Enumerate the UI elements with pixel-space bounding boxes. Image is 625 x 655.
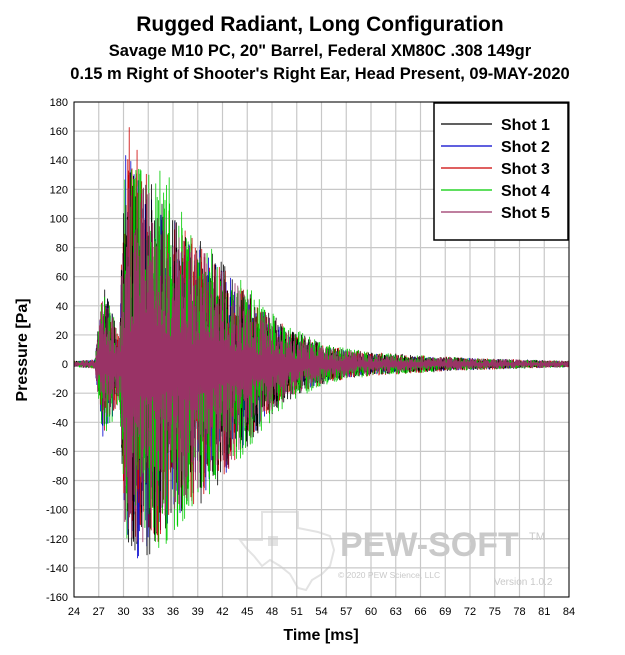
- x-axis-label: Time [ms]: [283, 627, 358, 644]
- x-tick-labels: 24 27 30 33 36 39 42 45 48 51 54 57 60 63 66 69 72 75 78 81…: [68, 606, 575, 618]
- x-tick-label: 36: [167, 606, 179, 618]
- legend-label: Shot 5: [501, 205, 550, 222]
- watermark-trademark: TM: [529, 531, 545, 543]
- x-tick-label: 75: [489, 606, 501, 618]
- x-tick-label: 84: [563, 606, 575, 618]
- y-tick-label: 60: [56, 272, 68, 284]
- chart-title: Rugged Radiant, Long Configuration: [136, 13, 503, 36]
- y-axis-label: Pressure [Pa]: [14, 298, 31, 401]
- y-tick-label: 40: [56, 301, 68, 313]
- x-tick-label: 51: [291, 606, 303, 618]
- x-tick-label: 27: [93, 606, 105, 618]
- y-tick-label: 160: [50, 126, 68, 138]
- x-tick-label: 54: [315, 606, 327, 618]
- x-tick-label: 57: [340, 606, 352, 618]
- y-tick-label: 20: [56, 330, 68, 342]
- legend-label: Shot 4: [501, 183, 550, 200]
- x-tick-label: 33: [142, 606, 154, 618]
- plot-frame: [73, 101, 570, 598]
- x-tick-label: 30: [117, 606, 129, 618]
- y-tick-label: -40: [52, 417, 68, 429]
- y-tick-label: 120: [50, 184, 68, 196]
- y-tick-labels: 180 160 140 120 100 80 60 40 20 0 -20 -40 -60 -80 -100…: [46, 97, 68, 604]
- series-line-shot-5: [73, 173, 570, 543]
- y-tick-label: -120: [46, 534, 68, 546]
- y-tick-label: -100: [46, 505, 68, 517]
- chart-subtitle-line-1: Savage M10 PC, 20" Barrel, Federal XM80C…: [109, 42, 532, 60]
- x-tick-label: 78: [513, 606, 525, 618]
- y-tick-label: -60: [52, 446, 68, 458]
- legend-box: [433, 102, 569, 241]
- legend-label: Shot 2: [501, 139, 550, 156]
- legend-label: Shot 1: [501, 117, 550, 134]
- y-tick-label: -160: [46, 592, 68, 604]
- y-tick-label: 180: [50, 97, 68, 109]
- x-tick-label: 48: [266, 606, 278, 618]
- x-tick-label: 72: [464, 606, 476, 618]
- y-tick-label: 140: [50, 155, 68, 167]
- y-tick-label: -20: [52, 388, 68, 400]
- x-tick-label: 42: [216, 606, 228, 618]
- y-tick-label: 0: [62, 359, 68, 371]
- watermark: PEW-SOFT TM © 2020 PEW Science, LLC Vers…: [238, 511, 553, 592]
- y-tick-label: -80: [52, 476, 68, 488]
- y-tick-label: -140: [46, 563, 68, 575]
- watermark-brand: PEW-SOFT: [340, 526, 519, 564]
- x-tick-label: 81: [538, 606, 550, 618]
- x-tick-label: 39: [192, 606, 204, 618]
- series-layer: [73, 127, 570, 559]
- legend: Shot 1 Shot 2 Shot 3 Shot 4 Shot 5: [433, 102, 569, 241]
- x-tick-label: 24: [68, 606, 80, 618]
- chart-subtitle-line-2: 0.15 m Right of Shooter's Right Ear, Hea…: [70, 65, 569, 83]
- y-tick-label: 80: [56, 243, 68, 255]
- x-tick-label: 69: [439, 606, 451, 618]
- watermark-version: Version 1.0.2: [494, 577, 553, 588]
- x-tick-label: 45: [241, 606, 253, 618]
- x-tick-label: 60: [365, 606, 377, 618]
- y-tick-label: 100: [50, 213, 68, 225]
- watermark-copyright: © 2020 PEW Science, LLC: [338, 570, 440, 580]
- x-tick-label: 63: [390, 606, 402, 618]
- x-tick-label: 66: [414, 606, 426, 618]
- texas-logo-icon: [238, 511, 336, 592]
- legend-label: Shot 3: [501, 161, 550, 178]
